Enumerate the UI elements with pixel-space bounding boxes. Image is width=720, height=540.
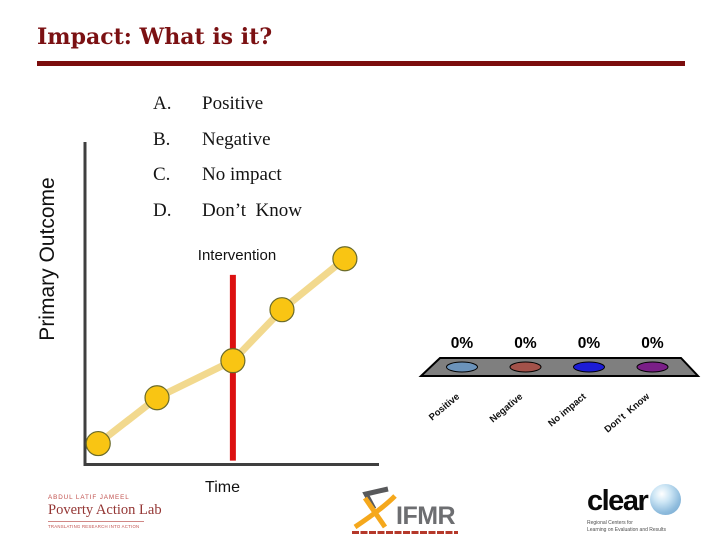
answer-list: A. Positive B. Negative C. No impact D. Don’t K…	[153, 86, 302, 228]
data-point-marker	[220, 348, 246, 374]
answer-label: No impact	[202, 164, 282, 185]
answer-item: C. No impact	[153, 157, 302, 193]
answer-item: D. Don’t Know	[153, 193, 302, 229]
ifmr-symbol-icon	[353, 486, 397, 529]
clear-logo-name: clear	[587, 485, 649, 517]
poll-bar-base	[636, 361, 669, 373]
page-title: Impact: What is it?	[37, 24, 273, 50]
answer-letter: D.	[153, 199, 172, 221]
outcome-trend-line	[96, 256, 348, 447]
intervention-annotation: Intervention	[197, 247, 277, 264]
jpal-logo-top-text: ABDUL LATIF JAMEEL	[48, 494, 130, 501]
answer-item: A. Positive	[153, 86, 302, 122]
answer-letter: A.	[153, 93, 172, 114]
answer-item: B. Negative	[153, 122, 302, 158]
poll-value-label: 0%	[641, 335, 664, 352]
globe-icon	[650, 484, 682, 515]
poll-bar-base	[509, 361, 542, 373]
outcome-chart	[83, 142, 379, 466]
answer-letter: B.	[153, 128, 171, 150]
answer-label: Positive	[202, 93, 264, 114]
y-axis-label: Primary Outcome	[36, 177, 59, 341]
poll-bar-base	[446, 361, 478, 373]
poll-value-label: 0%	[514, 335, 537, 352]
ifmr-tagline-strip	[352, 531, 458, 534]
title-rule	[37, 61, 685, 66]
data-point-marker	[85, 430, 111, 457]
jpal-logo: ABDUL LATIF JAMEEL Poverty Action Lab TR…	[48, 494, 162, 529]
jpal-logo-tagline: TRANSLATING RESEARCH INTO ACTION	[48, 523, 140, 529]
data-point-marker	[269, 297, 295, 323]
ifmr-logo-name: IFMR	[396, 502, 456, 530]
data-point-marker	[332, 246, 358, 272]
poll-platform	[418, 357, 701, 377]
answer-letter: C.	[153, 164, 171, 185]
poll-value-label: 0%	[577, 335, 601, 352]
answer-label: Don’t Know	[202, 199, 302, 221]
answer-label: Negative	[202, 128, 271, 150]
data-point-marker	[144, 385, 170, 411]
clear-logo-tagline: Regional Centers for Learning on Evaluat…	[587, 519, 666, 533]
poll-value-label: 0%	[450, 335, 474, 352]
x-axis-label: Time	[205, 479, 240, 496]
jpal-logo-divider	[48, 521, 144, 522]
clear-logo: clear Regional Centers for Learning on E…	[587, 484, 707, 533]
poll-bar-base	[573, 361, 605, 373]
poll-chart	[418, 357, 701, 377]
jpal-logo-name: Poverty Action Lab	[48, 502, 162, 518]
ifmr-logo: IFMR	[352, 485, 462, 534]
